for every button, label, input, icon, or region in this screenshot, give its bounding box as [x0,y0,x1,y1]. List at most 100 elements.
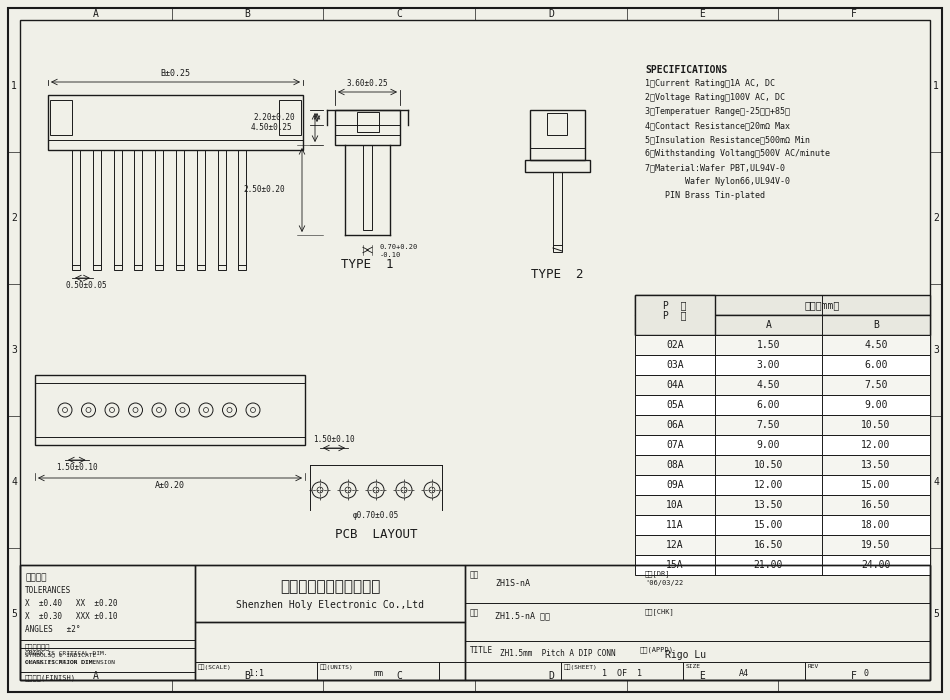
Text: B: B [244,671,251,681]
Text: 2: 2 [11,213,17,223]
Text: 1:1: 1:1 [249,669,263,678]
Text: 工号: 工号 [470,570,479,579]
Text: 12.00: 12.00 [862,440,891,450]
Text: 深圳市宏利电子有限公司: 深圳市宏利电子有限公司 [280,580,380,594]
Text: 09A: 09A [666,480,684,490]
Bar [48,95,303,150]
Bar [635,395,930,415]
Text: 18.00: 18.00 [862,520,891,530]
Text: 9.00: 9.00 [757,440,780,450]
Text: 2: 2 [933,213,939,223]
Text: TYPE  2: TYPE 2 [531,269,583,281]
Bar [635,455,930,475]
Text: TOLERANCES: TOLERANCES [25,586,71,595]
Text: SYMBOLS○ ⊙ INDICATE: SYMBOLS○ ⊙ INDICATE [25,652,96,657]
Text: 9.00: 9.00 [864,400,887,410]
Bar [635,475,930,495]
Text: 1、Current Rating：1A AC, DC: 1、Current Rating：1A AC, DC [645,79,775,88]
Text: 3、Temperatuer Range：-25℃～+85℃: 3、Temperatuer Range：-25℃～+85℃ [645,107,790,116]
Text: 1: 1 [933,81,939,91]
Text: 05A: 05A [666,400,684,410]
Bar [357,112,379,132]
Text: 4: 4 [11,477,17,487]
Bar [525,160,590,172]
Bar [335,110,400,145]
Text: 12A: 12A [666,540,684,550]
Text: A: A [766,320,771,330]
Text: ○MARK IS CRITICAL DIM.: ○MARK IS CRITICAL DIM. [25,650,107,655]
Text: D: D [548,9,554,19]
Text: P  数: P 数 [663,310,687,320]
Text: Rigo Lu: Rigo Lu [665,650,706,660]
Text: 6.00: 6.00 [757,400,780,410]
Text: F: F [851,671,857,681]
Bar [114,150,122,270]
Bar [635,375,930,395]
Text: 检准(APPD): 检准(APPD) [640,646,674,652]
Bar [155,150,163,270]
Text: SIZE: SIZE [686,664,701,669]
Text: 19.50: 19.50 [862,540,891,550]
Bar [465,565,930,680]
Text: φ0.70±0.05: φ0.70±0.05 [352,510,399,519]
Text: 0: 0 [864,669,868,678]
Text: 21.00: 21.00 [753,560,783,570]
Text: A4: A4 [739,669,749,678]
Text: 7、Material:Wafer PBT,UL94V-0: 7、Material:Wafer PBT,UL94V-0 [645,163,785,172]
Bar [72,150,80,270]
Text: 尺寸（mm）: 尺寸（mm） [805,300,840,310]
Text: PIN Brass Tin-plated: PIN Brass Tin-plated [645,191,765,200]
Text: Wafer Nylon66,UL94V-0: Wafer Nylon66,UL94V-0 [645,177,790,186]
Text: P  数: P 数 [663,300,687,310]
Text: SPECIFICATIONS: SPECIFICATIONS [645,65,728,75]
Text: 13.50: 13.50 [862,460,891,470]
Text: 审核[CHK]: 审核[CHK] [645,608,674,615]
Bar [635,355,930,375]
Text: 1.50±0.10: 1.50±0.10 [56,463,98,472]
Text: 1.50±0.10: 1.50±0.10 [314,435,354,444]
Text: 制图[DR]: 制图[DR] [645,570,671,577]
Bar [547,113,567,135]
Bar [635,515,930,535]
Text: 16.50: 16.50 [753,540,783,550]
Bar [238,150,246,270]
Bar [635,335,930,355]
Text: '06/03/22: '06/03/22 [645,580,683,586]
Text: 4、Contact Resistance：20mΩ Max: 4、Contact Resistance：20mΩ Max [645,121,790,130]
Text: 5: 5 [933,609,939,619]
Text: 3.00: 3.00 [757,360,780,370]
Bar [635,415,930,435]
Text: A±0.20: A±0.20 [155,480,185,489]
Bar [279,100,301,135]
Bar [20,565,195,680]
Text: 03A: 03A [666,360,684,370]
Text: 1  OF  1: 1 OF 1 [602,669,642,678]
Bar [195,565,465,622]
Text: TYPE  1: TYPE 1 [341,258,393,272]
Bar [530,110,585,160]
Text: X  ±0.30   XXX ±0.10: X ±0.30 XXX ±0.10 [25,612,118,621]
Text: 表面处理(FINISH): 表面处理(FINISH) [25,674,76,680]
Text: 1.50: 1.50 [757,340,780,350]
Text: 3: 3 [11,345,17,355]
Text: 02A: 02A [666,340,684,350]
Bar [635,315,930,335]
Text: A: A [93,9,99,19]
Text: 3.60±0.25: 3.60±0.25 [347,80,389,88]
Text: 12.00: 12.00 [753,480,783,490]
Text: 16.50: 16.50 [862,500,891,510]
Text: 7.50: 7.50 [757,420,780,430]
Text: 4.50±0.25: 4.50±0.25 [251,122,292,132]
Text: 品名: 品名 [470,608,479,617]
Text: TITLE: TITLE [470,646,493,655]
Bar [553,172,562,252]
Bar [93,150,101,270]
Text: 24.00: 24.00 [862,560,891,570]
Text: 6.00: 6.00 [864,360,887,370]
Text: ANGLES   ±2°: ANGLES ±2° [25,625,81,634]
Text: 2.50±0.20: 2.50±0.20 [243,186,285,195]
Text: 4.50: 4.50 [864,340,887,350]
Text: 07A: 07A [666,440,684,450]
Bar [176,150,184,270]
Text: -0.10: -0.10 [380,252,401,258]
